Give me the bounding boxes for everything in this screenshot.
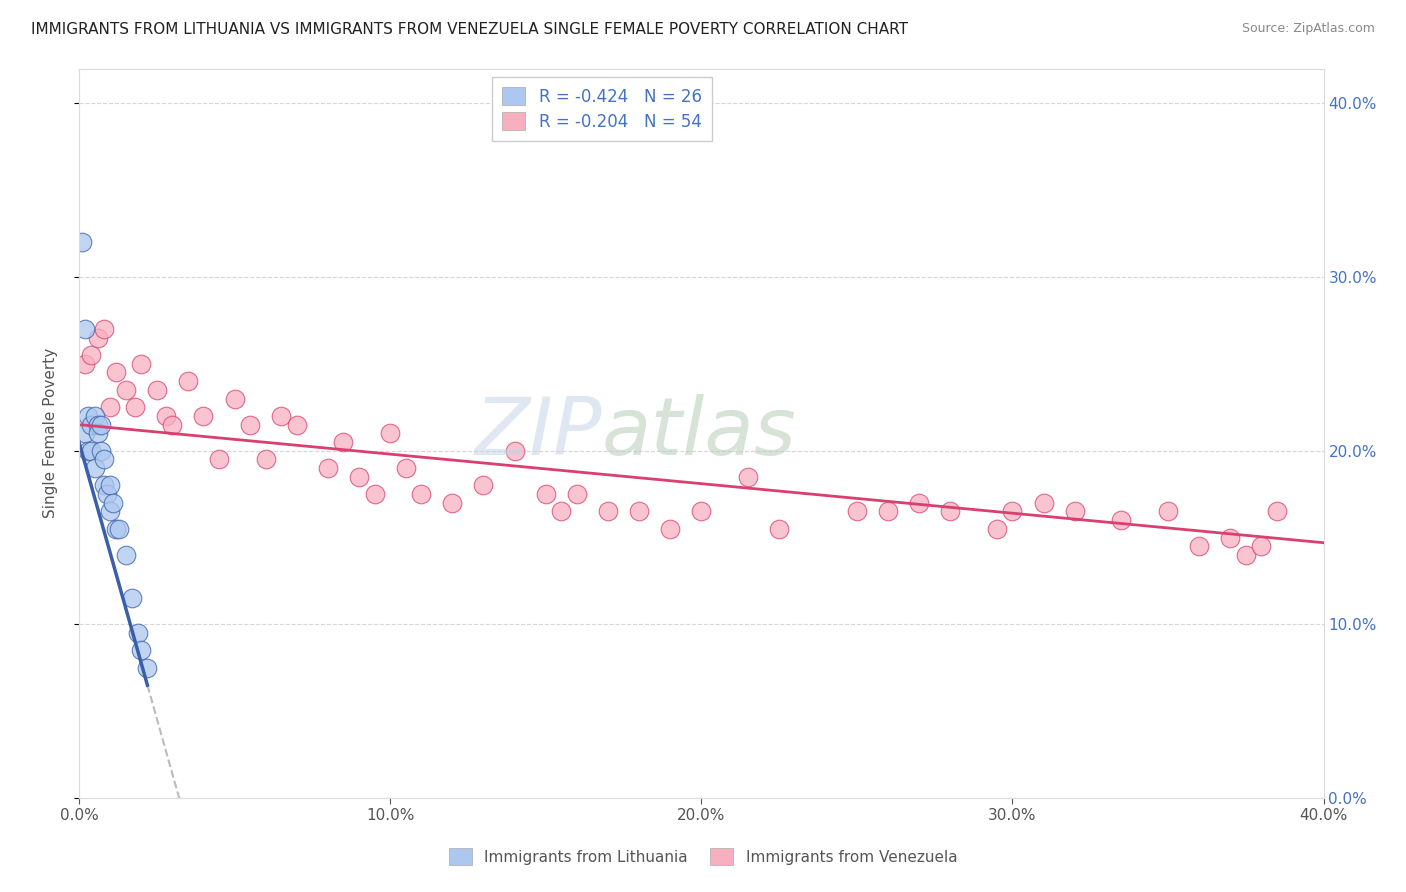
Point [1265, 504, 1288, 518]
Point [270, 409, 292, 423]
Point [737, 469, 759, 483]
Point [193, 409, 215, 423]
Point [70, 235, 93, 250]
Point [121, 591, 143, 606]
Point [845, 504, 868, 518]
Point [77, 409, 100, 423]
Point [1111, 513, 1133, 527]
Point [565, 487, 588, 501]
Point [550, 504, 572, 518]
Point [177, 374, 200, 388]
Text: Source: ZipAtlas.com: Source: ZipAtlas.com [1241, 22, 1375, 36]
Point [77, 443, 100, 458]
Point [75, 426, 97, 441]
Point [83, 461, 105, 475]
Point [503, 443, 526, 458]
Point [768, 522, 790, 536]
Point [90, 443, 112, 458]
Point [1234, 548, 1257, 562]
Point [114, 548, 136, 562]
Point [145, 383, 167, 397]
Point [80, 348, 103, 362]
Point [105, 522, 128, 536]
Point [378, 426, 401, 441]
Point [208, 452, 231, 467]
Point [86, 426, 108, 441]
Point [628, 504, 651, 518]
Point [90, 417, 112, 432]
Point [877, 504, 900, 518]
Point [80, 417, 103, 432]
Point [136, 661, 159, 675]
Point [316, 461, 339, 475]
Point [1032, 496, 1054, 510]
Point [1157, 504, 1180, 518]
Point [98, 401, 121, 415]
Point [534, 487, 557, 501]
Point [939, 504, 962, 518]
Point [101, 496, 124, 510]
Point [1063, 504, 1085, 518]
Point [75, 322, 97, 336]
Point [93, 452, 115, 467]
Point [96, 487, 118, 501]
Point [155, 409, 177, 423]
Text: IMMIGRANTS FROM LITHUANIA VS IMMIGRANTS FROM VENEZUELA SINGLE FEMALE POVERTY COR: IMMIGRANTS FROM LITHUANIA VS IMMIGRANTS … [31, 22, 908, 37]
Point [75, 357, 97, 371]
Point [596, 504, 619, 518]
Point [129, 643, 152, 657]
Point [1219, 531, 1241, 545]
Point [347, 469, 370, 483]
Point [224, 392, 246, 406]
Point [441, 496, 464, 510]
Point [93, 322, 115, 336]
Point [1250, 539, 1272, 553]
Point [98, 504, 121, 518]
Point [285, 417, 308, 432]
Point [105, 366, 128, 380]
Point [129, 357, 152, 371]
Point [86, 331, 108, 345]
Point [80, 443, 103, 458]
Point [659, 522, 682, 536]
Point [98, 478, 121, 492]
Point [108, 522, 131, 536]
Point [395, 461, 418, 475]
Text: ZIP: ZIP [474, 394, 602, 472]
Y-axis label: Single Female Poverty: Single Female Poverty [44, 348, 58, 518]
Point [690, 504, 713, 518]
Point [1188, 539, 1211, 553]
Point [93, 478, 115, 492]
Point [127, 626, 149, 640]
Point [908, 496, 931, 510]
Point [986, 522, 1008, 536]
Point [1001, 504, 1024, 518]
Text: atlas: atlas [602, 394, 796, 472]
Point [411, 487, 433, 501]
Point [472, 478, 495, 492]
Point [162, 417, 184, 432]
Point [254, 452, 277, 467]
Legend: Immigrants from Lithuania, Immigrants from Venezuela: Immigrants from Lithuania, Immigrants fr… [443, 842, 963, 871]
Point [86, 417, 108, 432]
Point [363, 487, 385, 501]
Point [332, 434, 354, 449]
Point [114, 383, 136, 397]
Point [124, 401, 146, 415]
Point [83, 409, 105, 423]
Legend: R = -0.424   N = 26, R = -0.204   N = 54: R = -0.424 N = 26, R = -0.204 N = 54 [492, 77, 711, 141]
Point [239, 417, 262, 432]
